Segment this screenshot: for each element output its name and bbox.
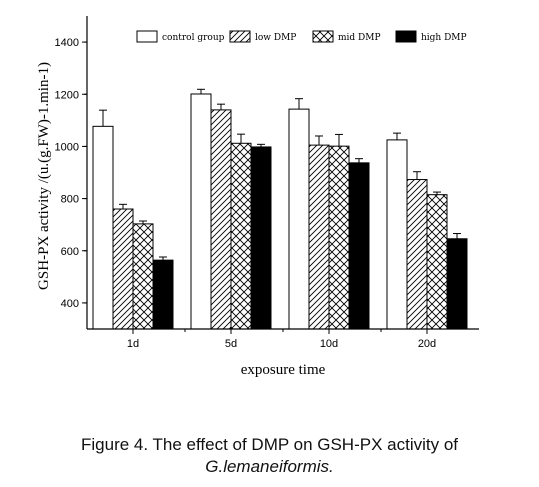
- bar-black-1d: [152, 259, 174, 330]
- legend-label-diagonal: low DMP: [255, 33, 296, 43]
- y-tick-label: 800: [61, 194, 79, 206]
- y-tick-label: 1000: [55, 141, 79, 153]
- bar-white-1d: [92, 125, 114, 330]
- legend-swatch-crosshatch: [312, 30, 334, 43]
- x-tick-label-5d: 5d: [225, 338, 237, 350]
- y-tick-label: 600: [61, 246, 79, 258]
- bar-crosshatch-1d: [132, 223, 154, 330]
- legend-label-black: high DMP: [421, 33, 467, 43]
- bar-white-20d: [386, 139, 408, 330]
- x-axis-title: exposure time: [241, 362, 326, 378]
- bar-black-5d: [250, 146, 272, 330]
- y-tick-label: 1200: [55, 89, 79, 101]
- legend-label-white: control group: [162, 33, 225, 43]
- y-tick-label: 400: [61, 298, 79, 310]
- bar-crosshatch-5d: [230, 142, 252, 330]
- figure-caption: Figure 4. The effect of DMP on GSH-PX ac…: [81, 435, 458, 454]
- figure-caption-species: G.lemaneiformis.: [205, 457, 334, 476]
- bar-white-10d: [288, 108, 310, 330]
- bar-crosshatch-20d: [426, 194, 448, 330]
- x-tick-label-10d: 10d: [320, 338, 338, 350]
- bar-diagonal-5d: [210, 109, 232, 330]
- bar-diagonal-20d: [406, 179, 428, 330]
- legend: control group low DMP mid DMP high DMP: [136, 30, 467, 43]
- bar-white-5d: [190, 93, 212, 330]
- legend-label-crosshatch: mid DMP: [338, 33, 381, 43]
- x-tick-label-20d: 20d: [418, 338, 436, 350]
- x-tick-label-1d: 1d: [127, 338, 139, 350]
- bar-diagonal-10d: [308, 144, 330, 330]
- legend-swatch-diagonal: [229, 30, 251, 43]
- legend-swatch-black: [395, 30, 417, 43]
- legend-swatch-white: [136, 30, 158, 43]
- bar-black-10d: [348, 162, 370, 330]
- y-tick-label: 1400: [55, 37, 79, 49]
- bar-black-20d: [446, 238, 468, 330]
- bar-crosshatch-10d: [328, 145, 350, 330]
- y-axis-title: GSH-PX activity /(u.(g.FW)-1.min-1): [36, 62, 52, 290]
- bar-diagonal-1d: [112, 208, 134, 330]
